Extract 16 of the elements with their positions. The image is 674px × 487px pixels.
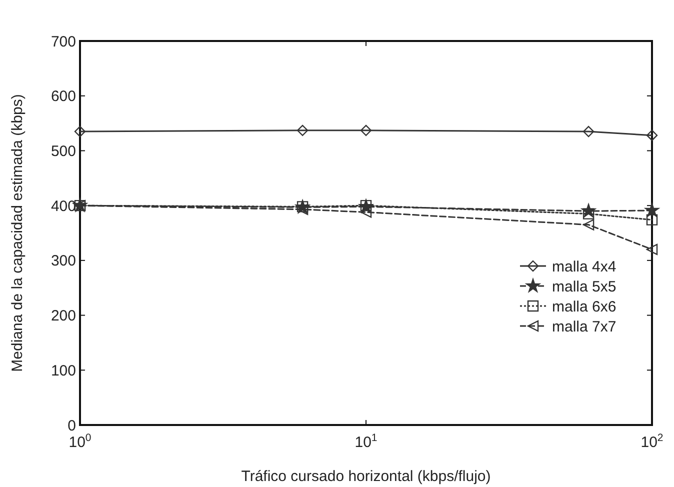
legend-label: malla 6x6 [552, 298, 616, 316]
y-tick-label: 200 [50, 308, 76, 325]
legend-label: malla 7x7 [552, 318, 616, 336]
y-axis-title: Mediana de la capacidad estimada (kbps) [9, 94, 26, 372]
x-tick-label: 10$^{1}$ [354, 432, 378, 451]
y-tick-label: 500 [50, 142, 76, 160]
x-tick-label: 10$^{0}$ [68, 432, 92, 451]
y-tick-label: 700 [50, 33, 76, 50]
x-tick-label: 10$^{2}$ [640, 432, 664, 451]
y-tick-label: 300 [50, 252, 76, 270]
legend-label: malla 5x5 [552, 278, 616, 296]
y-tick-label: 600 [50, 88, 76, 106]
legend-label: malla 4x4 [552, 258, 616, 276]
y-tick-label: 0 [68, 417, 76, 434]
y-tick-label: 100 [50, 362, 76, 380]
x-axis-title: Tráfico cursado horizontal (kbps/flujo) [241, 468, 491, 485]
